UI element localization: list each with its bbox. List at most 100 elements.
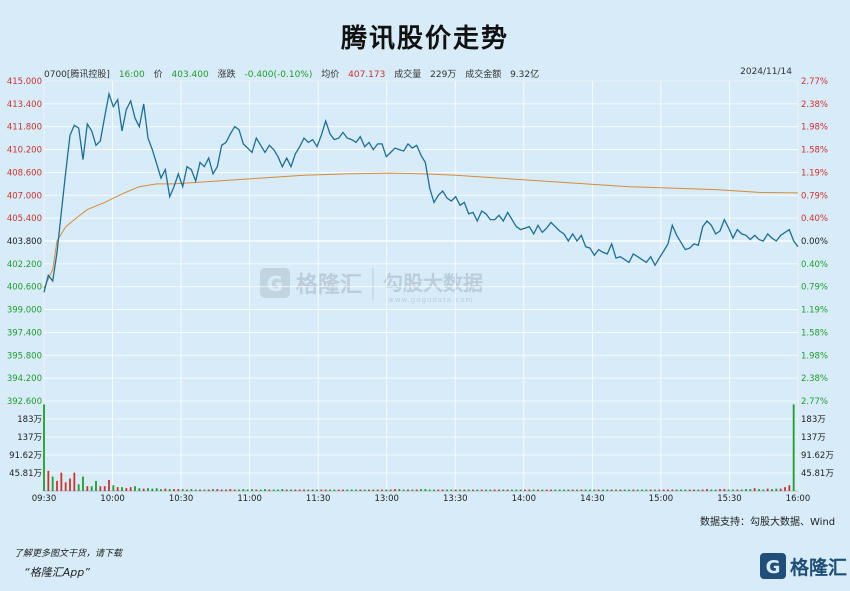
- volume-bar: [181, 489, 184, 491]
- price-tick-label: 408.600: [7, 168, 42, 178]
- volume-bar: [441, 489, 444, 491]
- price-tick-label: 399.000: [7, 306, 42, 316]
- quote-time: 16:00: [118, 70, 145, 80]
- percent-tick-label: 0.00%: [801, 237, 828, 247]
- volume-bar: [545, 489, 548, 491]
- volume-bar: [363, 489, 366, 491]
- price-tick-label: 410.200: [7, 146, 42, 156]
- volume-bar: [771, 489, 773, 491]
- time-tick-label: 14:00: [512, 494, 537, 504]
- volume-bar: [727, 489, 730, 491]
- volume-bar: [524, 489, 526, 491]
- volume-bar: [203, 489, 206, 491]
- volume-bar: [636, 489, 639, 491]
- volume-bar: [95, 480, 97, 491]
- price-label: 价: [153, 70, 163, 80]
- percent-tick-label: 0.79%: [801, 283, 828, 293]
- volume-value: 229万: [430, 70, 457, 80]
- volume-bar: [610, 489, 613, 491]
- volume-bar: [342, 489, 344, 491]
- volume-bar: [355, 489, 357, 491]
- volume-bar: [723, 489, 726, 491]
- volume-bar: [428, 489, 431, 491]
- chart-title: 腾讯股价走势: [340, 24, 509, 54]
- percent-tick-label: 1.98%: [801, 123, 828, 133]
- volume-bar: [168, 489, 171, 491]
- volume-bar: [368, 489, 370, 491]
- volume-bar: [671, 489, 674, 491]
- volume-tick-label: 183万: [801, 415, 826, 425]
- volume-bar: [753, 488, 756, 491]
- brand-logo: G 格隆汇: [760, 553, 847, 579]
- volume-bar: [450, 489, 453, 491]
- volume-bar: [502, 489, 505, 491]
- volume-bar: [398, 489, 401, 491]
- percent-tick-label: 1.19%: [801, 168, 828, 178]
- volume-bar: [762, 489, 765, 491]
- volume-bar: [472, 489, 474, 491]
- volume-bar: [311, 489, 314, 491]
- time-axis: 09:30 10:00 10:30 11:00 11:30 13:00 13:30 14:00…: [32, 494, 811, 504]
- time-tick-label: 10:00: [100, 494, 125, 504]
- volume-tick-label: 91.62万: [9, 451, 42, 461]
- volume-axis: 183万 183万 137万 137万 91.62万 91.62万 45.81万 45.81万: [9, 415, 834, 479]
- volume-bar: [766, 488, 769, 491]
- price-tick-label: 392.600: [7, 397, 42, 407]
- volume-bar: [160, 489, 162, 491]
- time-tick-label: 15:30: [717, 494, 742, 504]
- volume-bar: [632, 489, 635, 491]
- time-tick-label: 13:00: [374, 494, 399, 504]
- volume-tick-label: 45.81万: [9, 469, 42, 479]
- volume-bar: [238, 489, 240, 491]
- volume-bar: [519, 489, 522, 491]
- volume-bar: [506, 489, 509, 491]
- percent-tick-label: 1.58%: [801, 328, 828, 338]
- volume-bar: [597, 489, 600, 491]
- volume-bar: [537, 489, 539, 491]
- price-tick-label: 405.400: [7, 214, 42, 224]
- promo-text: 了解更多图文干货，请下载: [14, 549, 123, 559]
- volume-bar: [268, 489, 271, 491]
- volume-bar: [60, 472, 63, 491]
- time-tick-label: 16:00: [786, 494, 811, 504]
- volume-bar: [576, 489, 578, 491]
- volume-bar: [125, 488, 128, 491]
- volume-tick-label: 137万: [17, 433, 42, 443]
- volume-bar: [688, 489, 691, 491]
- volume-bar: [619, 489, 622, 491]
- volume-bar: [69, 478, 71, 491]
- time-tick-label: 11:30: [306, 494, 331, 504]
- volume-bar: [745, 489, 747, 491]
- volume-bar: [602, 489, 604, 491]
- volume-bar: [134, 486, 136, 491]
- volume-bar: [719, 489, 721, 491]
- volume-bars: [43, 404, 795, 491]
- volume-bar: [511, 489, 513, 491]
- percent-tick-label: 1.19%: [801, 306, 828, 316]
- change-label: 涨跌: [217, 70, 236, 80]
- volume-bar: [47, 470, 50, 491]
- volume-bar: [251, 489, 253, 491]
- volume-bar: [242, 489, 245, 491]
- last-price: 403.400: [171, 70, 209, 80]
- volume-bar: [82, 476, 84, 491]
- volume-bar: [108, 479, 110, 491]
- volume-bar: [710, 489, 713, 491]
- volume-tick-label: 45.81万: [801, 469, 834, 479]
- volume-bar: [606, 489, 609, 491]
- price-tick-label: 397.400: [7, 328, 42, 338]
- brand-logo-icon: [760, 553, 786, 579]
- brand-name: 格隆汇: [790, 556, 847, 579]
- volume-bar: [385, 489, 388, 491]
- volume-bar: [775, 488, 778, 491]
- volume-bar: [528, 489, 531, 491]
- volume-bar: [207, 489, 210, 491]
- volume-bar: [116, 487, 119, 491]
- volume-bar: [164, 488, 167, 491]
- percent-tick-label: 2.77%: [801, 397, 828, 407]
- volume-bar: [225, 489, 227, 491]
- volume-bar: [784, 487, 786, 491]
- volume-bar: [255, 489, 258, 491]
- volume-bar: [788, 485, 791, 491]
- volume-bar: [138, 488, 141, 491]
